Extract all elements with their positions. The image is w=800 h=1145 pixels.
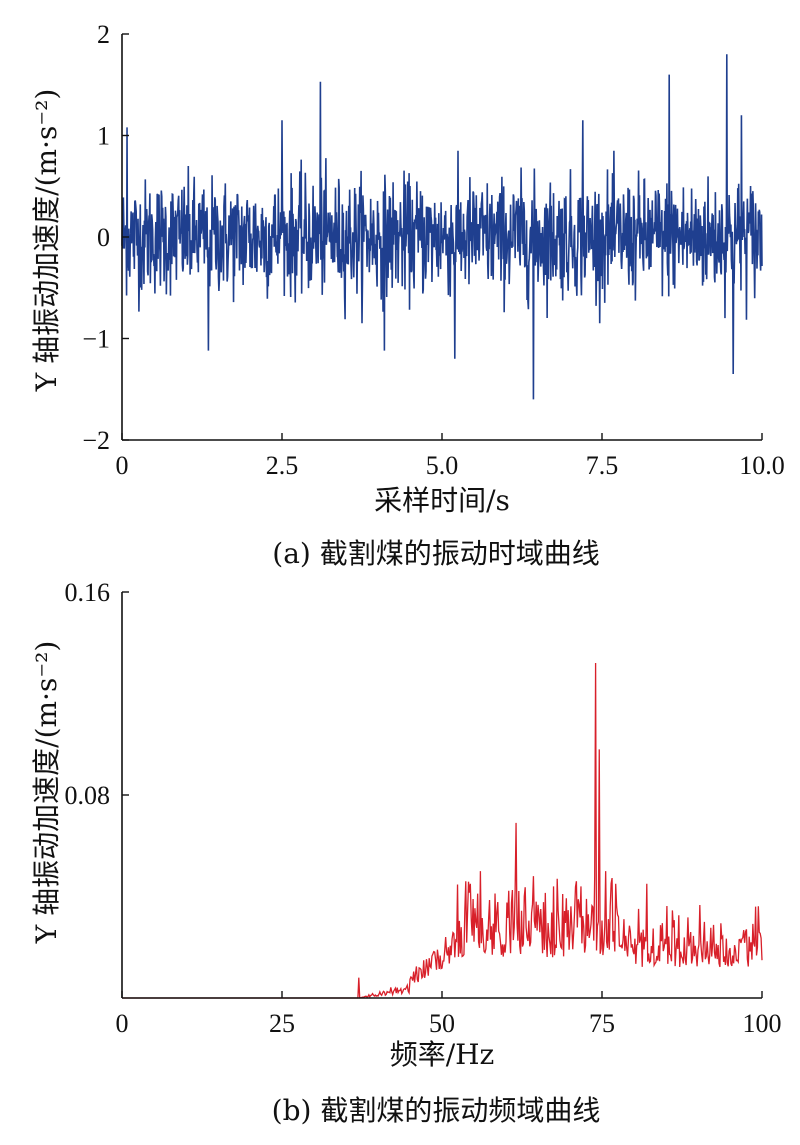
chart-a: 0 2.5 5.0 7.5 10.0 −2 −1 0 1 2 Y 轴振动加速度/(m·s⁻²) 采… — [30, 20, 785, 570]
x-tick-label: 5.0 — [426, 451, 459, 480]
y-tick-label: −1 — [82, 325, 110, 354]
chart-b-ticks: 0 25 50 75 100 0.08 0.16 — [65, 578, 782, 1038]
chart-a-ylabel: Y 轴振动加速度/(m·s⁻²) — [30, 89, 63, 393]
y-tick-label: 0.16 — [65, 578, 111, 607]
x-tick-label: 0 — [116, 451, 129, 480]
y-tick-label: 2 — [97, 20, 110, 49]
series-line — [122, 663, 763, 999]
frequency-domain-trace — [122, 663, 763, 999]
chart-b-ylabel: Y 轴振动加速度/(m·s⁻²) — [30, 641, 63, 945]
x-tick-label: 50 — [429, 1009, 455, 1038]
chart-a-ticks: 0 2.5 5.0 7.5 10.0 −2 −1 0 1 2 — [82, 20, 784, 480]
x-tick-label: 0 — [116, 1009, 129, 1038]
chart-b-caption: (b) 截割煤的振动频域曲线 — [272, 1094, 601, 1127]
x-tick-label: 10.0 — [739, 451, 785, 480]
time-domain-trace — [121, 54, 763, 400]
x-tick-label: 7.5 — [586, 451, 619, 480]
chart-a-caption: (a) 截割煤的振动时域曲线 — [272, 537, 599, 570]
y-tick-label: 0 — [97, 223, 110, 252]
chart-b-xlabel: 频率/Hz — [390, 1038, 495, 1071]
x-tick-label: 75 — [589, 1009, 615, 1038]
chart-a-xlabel: 采样时间/s — [374, 484, 510, 517]
y-tick-label: 1 — [97, 122, 110, 151]
x-tick-label: 100 — [743, 1009, 782, 1038]
x-tick-label: 2.5 — [266, 451, 299, 480]
x-tick-label: 25 — [269, 1009, 295, 1038]
y-tick-label: −2 — [82, 426, 110, 455]
series-line — [121, 54, 763, 400]
y-tick-label: 0.08 — [65, 781, 111, 810]
chart-b: 0 25 50 75 100 0.08 0.16 Y 轴振动加速度/(m·s⁻²) 频率/H… — [30, 578, 782, 1127]
